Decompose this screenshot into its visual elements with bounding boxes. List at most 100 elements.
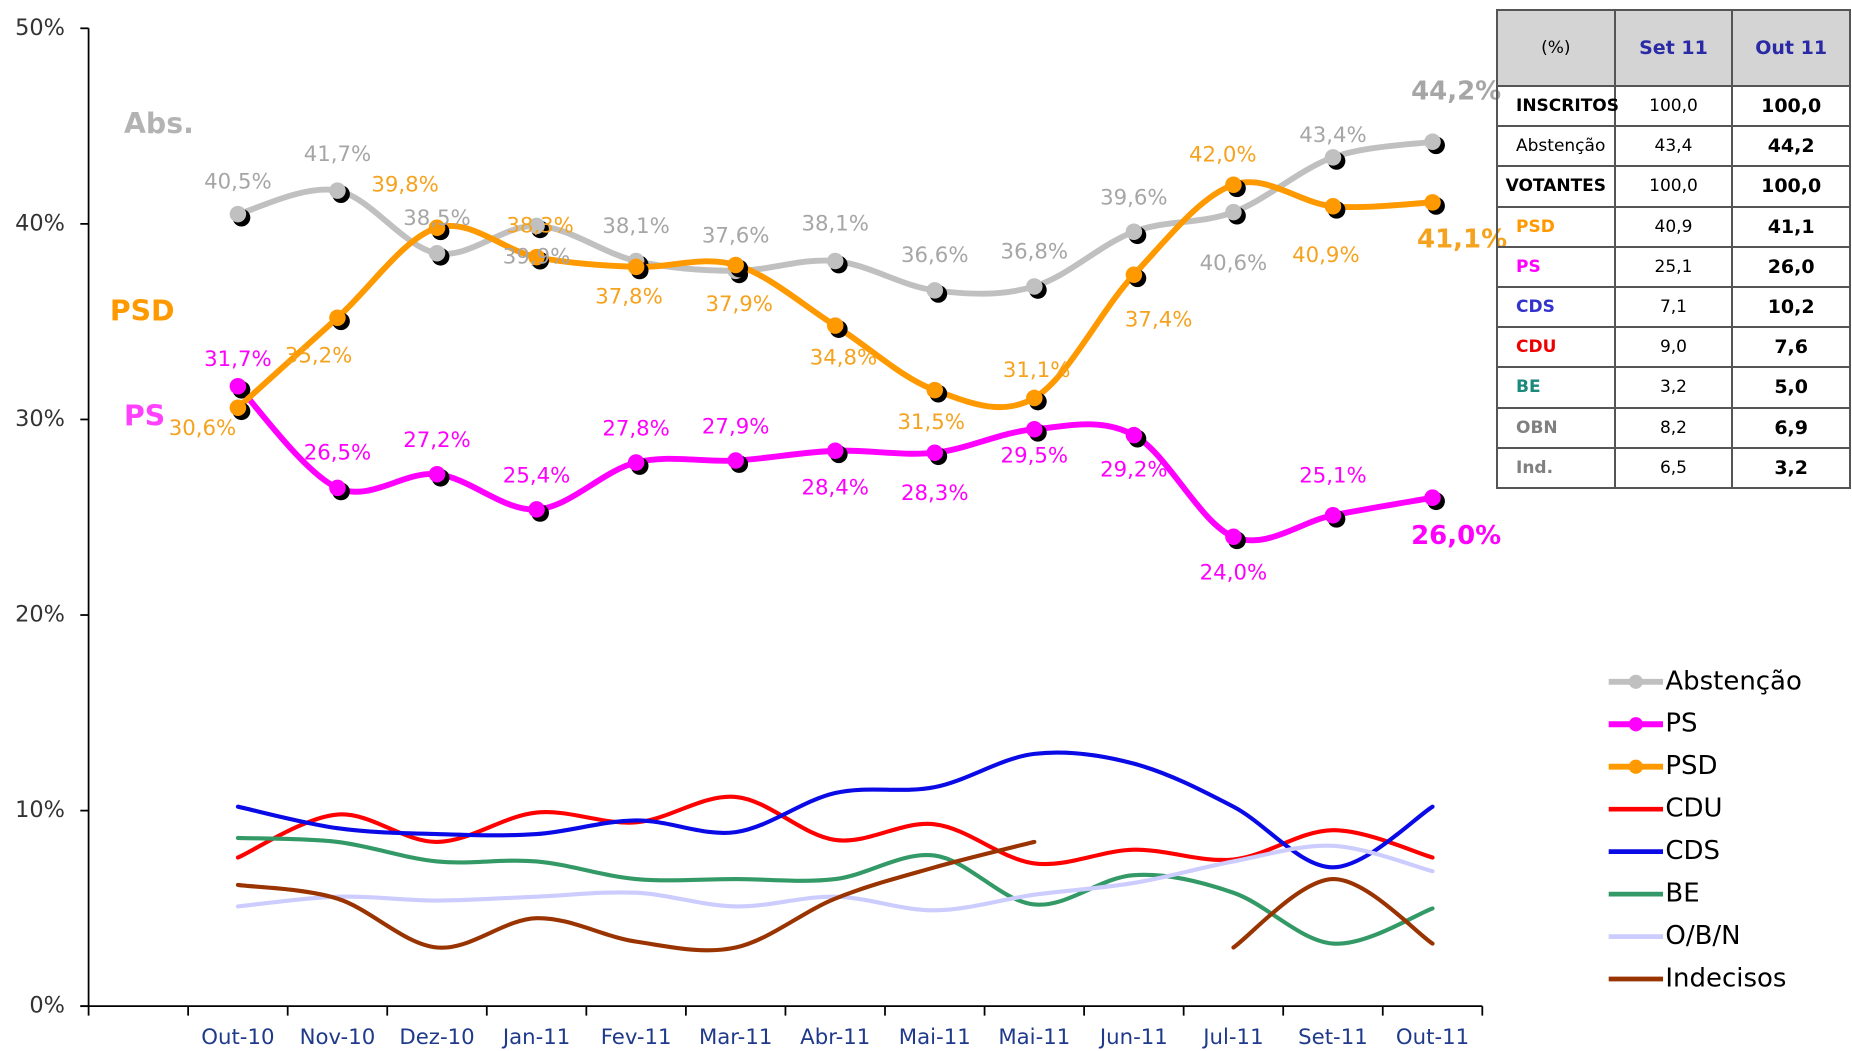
- legend-item: CDS: [1608, 836, 1720, 866]
- legend-marker: [1628, 759, 1643, 774]
- series-line: [235, 750, 1435, 870]
- marker: [229, 205, 247, 223]
- legend-label: CDS: [1665, 836, 1720, 866]
- data-label: 30,6%: [169, 416, 237, 441]
- summary-table: (%) Set 11 Out 11 INSCRITOS 100,0 100,0 Absten…: [1496, 9, 1851, 490]
- data-label: 39,6%: [1100, 186, 1168, 211]
- header-row: (%) Set 11 Out 11: [1496, 9, 1851, 87]
- table-row: VOTANTES 100,0 100,0: [1496, 165, 1851, 208]
- x-tick-label: Mai-11: [998, 1025, 1070, 1050]
- marker: [926, 444, 944, 461]
- legend-item: BE: [1608, 879, 1700, 909]
- y-tick-label: 50%: [15, 15, 65, 41]
- data-label: 24,0%: [1200, 560, 1268, 585]
- marker: [627, 454, 645, 471]
- table-cell: 100,0: [1731, 84, 1851, 128]
- series-line: [1231, 876, 1435, 950]
- marker: [229, 399, 247, 416]
- marker: [1424, 489, 1441, 506]
- data-label: 38,1%: [602, 214, 670, 239]
- data-label: 38,3%: [506, 213, 574, 238]
- data-label: 37,8%: [595, 285, 663, 310]
- series-line: [234, 383, 1436, 544]
- table-row: OBN 8,2 6,9: [1496, 406, 1851, 449]
- x-tick-label: Mai-11: [899, 1025, 971, 1050]
- marker: [1026, 420, 1043, 438]
- data-label: 36,8%: [1001, 239, 1069, 264]
- table-row: PS 25,1 26,0: [1496, 245, 1851, 288]
- legend-label: O/B/N: [1665, 921, 1740, 951]
- table-cell: 7,1: [1613, 285, 1734, 329]
- marker: [1225, 203, 1242, 221]
- header-cell: (%): [1496, 9, 1616, 87]
- data-label: 26,0%: [1411, 521, 1501, 551]
- legend-item: PS: [1608, 709, 1698, 739]
- data-label: 38,5%: [403, 206, 471, 231]
- table-cell: 25,1: [1613, 245, 1734, 288]
- legend-label: Indecisos: [1665, 964, 1786, 994]
- table-cell: 6,9: [1731, 406, 1851, 449]
- marker: [329, 479, 346, 497]
- marker: [926, 381, 944, 399]
- marker: [329, 309, 346, 327]
- marker: [1324, 507, 1342, 524]
- marker: [627, 258, 645, 276]
- table-cell: 9,0: [1613, 326, 1734, 369]
- x-tick-label: Set-11: [1298, 1025, 1368, 1050]
- table-row: INSCRITOS 100,0 100,0: [1496, 84, 1851, 128]
- data-label: 27,8%: [602, 416, 670, 441]
- table-cell: 3,2: [1613, 366, 1734, 409]
- marker: [727, 256, 744, 274]
- x-tick-label: Out-11: [1396, 1025, 1469, 1050]
- annotation: Abs.: [124, 107, 194, 140]
- data-label: 40,6%: [1200, 251, 1268, 276]
- series-line: [235, 794, 1435, 867]
- marker: [528, 248, 545, 266]
- header-cell: Out 11: [1731, 9, 1851, 87]
- data-label: 31,5%: [897, 410, 965, 435]
- legend-marker: [1628, 717, 1643, 732]
- data-label: 31,7%: [204, 347, 272, 372]
- data-label: 41,1%: [1417, 225, 1507, 255]
- data-label: 39,9%: [503, 245, 571, 270]
- data-label: 38,1%: [801, 211, 869, 236]
- data-label: 37,9%: [705, 292, 773, 317]
- table-cell: 43,4: [1613, 125, 1734, 168]
- legend-item: Abstenção: [1608, 666, 1802, 696]
- marker: [1324, 149, 1342, 166]
- data-label: 37,6%: [702, 224, 770, 249]
- data-label: 28,3%: [901, 481, 969, 506]
- data-label: 39,8%: [371, 172, 439, 197]
- table-cell: INSCRITOS: [1496, 84, 1619, 128]
- data-label: 40,5%: [204, 169, 272, 194]
- x-tick-label: Fev-11: [601, 1025, 672, 1050]
- legend-item: CDU: [1608, 794, 1723, 824]
- table-cell: 26,0: [1731, 245, 1851, 288]
- marker: [1225, 528, 1242, 546]
- data-label: 34,8%: [810, 346, 878, 371]
- legend-item: O/B/N: [1608, 921, 1741, 951]
- marker: [826, 252, 844, 270]
- legend-label: BE: [1665, 879, 1699, 909]
- table-cell: 5,0: [1731, 366, 1851, 409]
- table-cell: 3,2: [1731, 446, 1851, 490]
- marker: [826, 442, 844, 460]
- x-tick-label: Dez-10: [399, 1025, 474, 1050]
- data-label: 43,4%: [1299, 123, 1367, 148]
- table-cell: Abstenção: [1496, 125, 1616, 168]
- table-row: PSD 40,9 41,1: [1496, 205, 1851, 248]
- marker: [926, 282, 944, 299]
- y-tick-label: 40%: [15, 210, 65, 236]
- table-cell: 8,2: [1613, 406, 1734, 449]
- y-tick-label: 0%: [29, 993, 65, 1019]
- annotation: PSD: [110, 295, 175, 328]
- data-label: 29,5%: [1001, 443, 1069, 468]
- marker: [329, 182, 346, 199]
- marker: [528, 217, 545, 235]
- data-label: 41,7%: [304, 142, 372, 167]
- marker: [1026, 389, 1043, 407]
- marker: [727, 452, 744, 469]
- data-label: 35,2%: [285, 344, 353, 369]
- data-label: 31,1%: [1003, 358, 1071, 383]
